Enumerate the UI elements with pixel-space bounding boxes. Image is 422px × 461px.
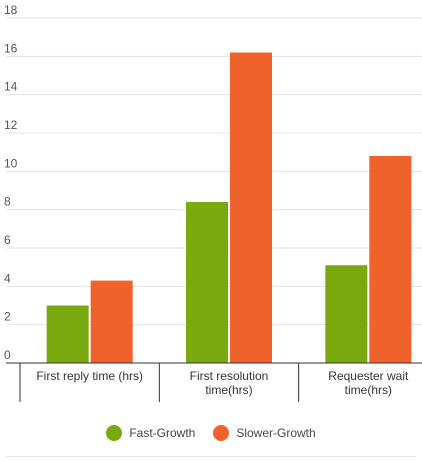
x-category-label-1-line-1: time(hrs) [205,383,252,397]
legend-swatch-fast-growth [106,425,123,441]
bar-fast-growth-2[interactable] [325,265,368,363]
y-tick-label-14: 14 [4,80,18,94]
legend-label-slower-growth: Slower-Growth [236,426,316,440]
bar-chart: 0 2 4 6 8 10 12 14 16 18 First reply time (hrs) Fi… [4,3,422,402]
x-category-label-2-line-1: time(hrs) [345,383,392,397]
y-tick-label-6: 6 [4,233,11,247]
y-tick-label-0: 0 [4,348,11,362]
x-axis-category-dividers [19,363,300,402]
y-tick-label-12: 12 [4,118,18,132]
y-tick-label-10: 10 [4,156,18,170]
y-tick-label-16: 16 [4,41,18,55]
y-tick-label-18: 18 [4,3,18,17]
bar-slower-growth-2[interactable] [369,156,412,363]
x-category-label-2-line-0: Requester wait [328,369,409,383]
bottom-divider [6,456,416,457]
grid-lines [6,17,422,326]
legend-item-fast-growth[interactable]: Fast-Growth [106,425,195,441]
legend-item-slower-growth[interactable]: Slower-Growth [213,425,316,441]
legend: Fast-Growth Slower-Growth [0,425,422,441]
bar-slower-growth-1[interactable] [230,52,272,364]
bar-fast-growth-0[interactable] [46,305,89,364]
y-tick-label-8: 8 [4,195,11,209]
legend-swatch-slower-growth [213,425,230,441]
x-category-label-1-line-0: First resolution [190,369,269,383]
bar-fast-growth-1[interactable] [186,202,228,363]
y-tick-label-2: 2 [4,310,11,324]
y-tick-label-4: 4 [4,271,11,285]
x-category-label-0-line-0: First reply time (hrs) [36,369,143,383]
legend-label-fast-growth: Fast-Growth [129,426,196,440]
bars [46,52,412,364]
x-axis-category-labels: First reply time (hrs) First resolutionti… [36,369,409,397]
bar-slower-growth-0[interactable] [90,280,133,363]
y-axis-tick-labels: 0 2 4 6 8 10 12 14 16 18 [4,3,18,362]
